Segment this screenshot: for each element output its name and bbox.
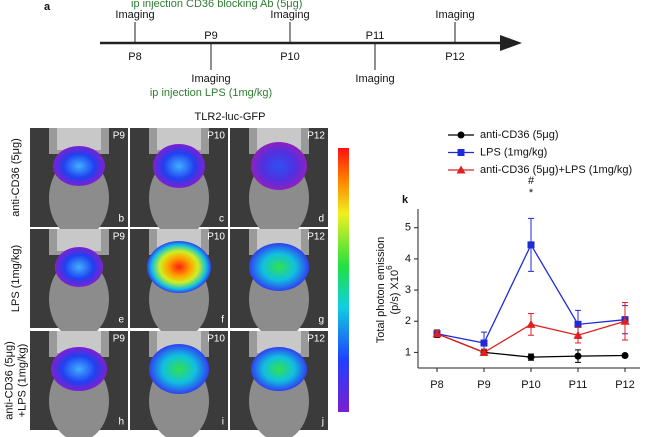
significance-mark: * xyxy=(529,187,534,199)
day-label: P12 xyxy=(307,131,325,142)
panel-letter: d xyxy=(318,214,324,225)
colorbar xyxy=(338,148,349,412)
point xyxy=(479,347,489,356)
day-label: P10 xyxy=(207,232,225,243)
x-tick-label: P8 xyxy=(430,379,443,391)
day-label: P10 xyxy=(207,131,225,142)
y-label-sup: 6 xyxy=(385,265,394,270)
day-label: P9 xyxy=(113,232,126,243)
injection-label: ip injection CD36 blocking Ab (5μg) xyxy=(131,0,302,10)
legend-label: anti-CD36 (5μg) xyxy=(480,129,558,141)
y-tick-label: 2 xyxy=(405,315,411,327)
colorbar-scale xyxy=(338,148,349,412)
panel-letter: c xyxy=(219,214,224,225)
luminescence xyxy=(251,347,307,391)
point xyxy=(620,316,630,325)
panel-letter: f xyxy=(221,315,224,326)
legend-marker xyxy=(457,131,465,139)
image-grid: TLR2-luc-GFP anti-CD36 (5μg) P9 b P10 c P12 d L… xyxy=(3,111,328,437)
point xyxy=(574,352,582,360)
imaging-label: Imaging xyxy=(191,73,230,85)
holder-inner xyxy=(257,331,301,353)
point xyxy=(574,320,582,328)
row-label: anti-CD36 (5μg) xyxy=(3,341,15,419)
day-label: P12 xyxy=(307,334,325,345)
imaging-label: Imaging xyxy=(355,73,394,85)
y-label-text: Total photon emission xyxy=(375,237,387,343)
luminescence xyxy=(55,247,103,287)
luminescence xyxy=(153,144,205,188)
legend-label: anti-CD36 (5μg)+LPS (1mg/kg) xyxy=(480,164,632,176)
arrow-head xyxy=(500,35,522,51)
x-tick-label: P9 xyxy=(477,379,490,391)
point xyxy=(526,319,536,328)
point xyxy=(573,330,583,339)
point xyxy=(432,329,442,338)
luminescence xyxy=(51,347,107,391)
x-tick-label: P10 xyxy=(521,379,541,391)
point xyxy=(527,353,535,361)
day-label: P12 xyxy=(307,232,325,243)
day-label: P8 xyxy=(128,51,141,63)
day-label: P10 xyxy=(280,51,300,63)
panel-letter: e xyxy=(118,315,124,326)
holder-inner xyxy=(57,331,101,353)
day-label: P12 xyxy=(445,51,465,63)
day-label: P9 xyxy=(204,30,217,42)
panel-letter: j xyxy=(321,417,324,428)
panel-letter: h xyxy=(118,417,124,428)
legend-marker xyxy=(457,149,465,156)
y-axis-label: (p/s) X106 xyxy=(385,265,401,315)
legend-marker xyxy=(456,165,466,174)
luminescence xyxy=(149,344,209,394)
panel-label: k xyxy=(402,194,409,206)
luminescence xyxy=(147,241,211,293)
luminescence xyxy=(53,146,105,186)
day-label: P10 xyxy=(207,334,225,345)
luminescence xyxy=(251,142,307,190)
y-tick-label: 3 xyxy=(405,284,411,296)
imaging-label: Imaging xyxy=(270,9,309,21)
legend-label: LPS (1mg/kg) xyxy=(480,146,547,158)
x-tick-label: P12 xyxy=(615,379,635,391)
panel-letter: b xyxy=(118,214,124,225)
row-label: +LPS (1mg/kg) xyxy=(16,344,28,418)
y-tick-label: 4 xyxy=(405,253,411,265)
panel-letter: i xyxy=(222,417,224,428)
holder-inner xyxy=(57,128,101,150)
x-tick-label: P11 xyxy=(569,379,588,391)
day-label: P9 xyxy=(113,334,126,345)
y-tick-label: 1 xyxy=(405,346,411,358)
point xyxy=(621,352,629,360)
y-label-text: (p/s) X10 xyxy=(389,270,401,315)
luminescence xyxy=(249,243,309,291)
image-title: TLR2-luc-GFP xyxy=(195,111,266,123)
day-label: P9 xyxy=(113,131,126,142)
holder-inner xyxy=(57,229,101,251)
row-label: LPS (1mg/kg) xyxy=(10,245,22,312)
holder-inner xyxy=(157,128,201,150)
panel-letter: g xyxy=(318,315,324,326)
chart: k 1 2 3 4 5 P8 P9 P10 P11 P12 Total photon emission… xyxy=(375,129,640,391)
y-axis-label: Total photon emission xyxy=(375,237,387,343)
significance-mark: # xyxy=(528,175,535,187)
y-tick-label: 5 xyxy=(405,222,411,234)
injection-label: ip injection LPS (1mg/kg) xyxy=(150,87,272,99)
point xyxy=(480,339,488,347)
row-label: anti-CD36 (5μg) xyxy=(10,138,22,216)
day-label: P11 xyxy=(366,30,385,42)
imaging-label: Imaging xyxy=(435,9,474,21)
imaging-label: Imaging xyxy=(115,9,154,21)
point xyxy=(527,241,535,249)
panel-label: a xyxy=(44,1,51,13)
